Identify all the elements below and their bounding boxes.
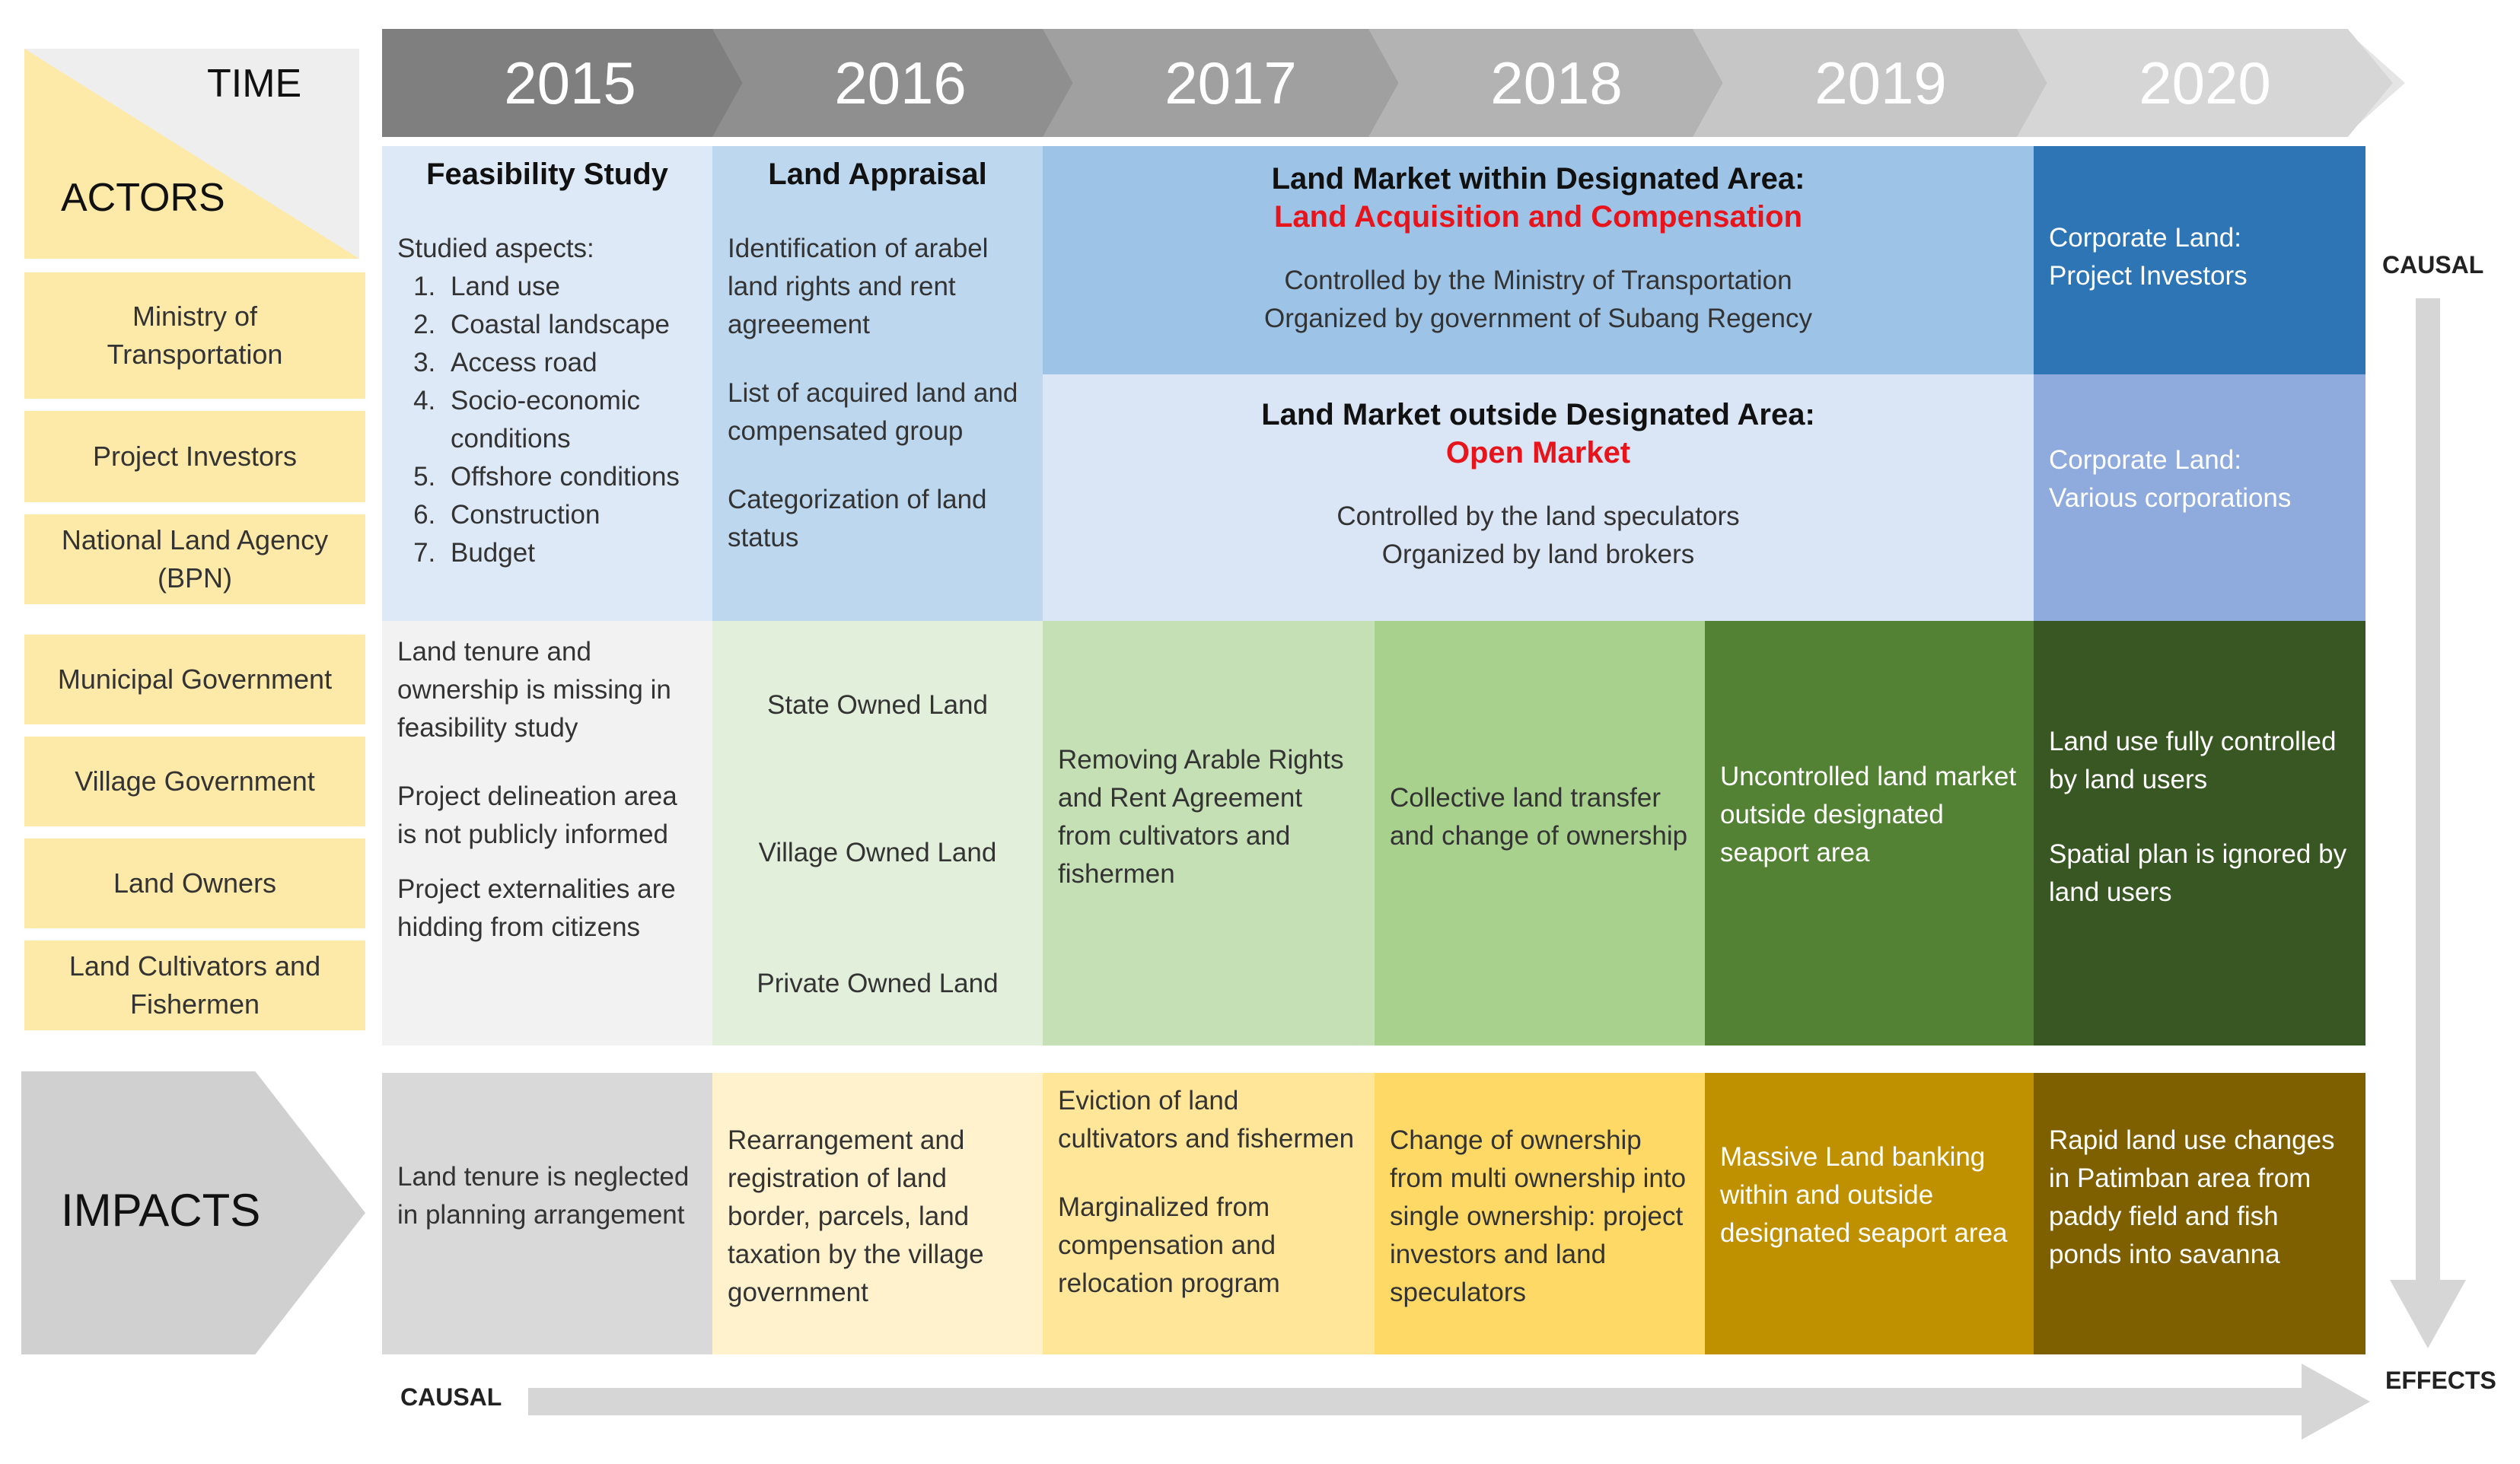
actor-ministry-of-transportation: Ministry of Transportation (24, 272, 365, 399)
feasibility-item: Socio-economic conditions (443, 382, 697, 458)
market-outside-cell: Land Market outside Designated Area: Ope… (1043, 374, 2034, 621)
feasibility-title: Feasibility Study (426, 158, 668, 191)
year-2016: 2016 (712, 29, 1088, 137)
impact-2016-cell: Rearrangement and registration of land b… (712, 1073, 1043, 1354)
actors-label: ACTORS (61, 176, 225, 220)
village-owned-land: Village Owned Land (758, 838, 997, 867)
local-2017-cell: Removing Arable Rights and Rent Agreemen… (1043, 621, 1375, 1045)
year-2015: 2015 (382, 29, 758, 137)
local-2015-p3: Project externalities are hidding from c… (397, 874, 676, 942)
impact-2018-cell: Change of ownership from multi ownership… (1375, 1073, 1705, 1354)
feasibility-intro: Studied aspects: (397, 234, 594, 263)
local-2020-p2: Spatial plan is ignored by land users (2049, 839, 2347, 907)
causal-bottom-label: CAUSAL (400, 1383, 502, 1411)
appraisal-p3: Categorization of land status (728, 485, 987, 552)
time-actors-header: TIME ACTORS (24, 49, 359, 259)
impacts-label: IMPACTS (61, 1185, 261, 1236)
private-owned-land: Private Owned Land (757, 969, 999, 998)
causal-right-arrow (528, 1364, 2370, 1440)
state-owned-land: State Owned Land (767, 690, 988, 720)
actor-land-cultivators-and-fishermen: Land Cultivators and Fishermen (24, 940, 365, 1030)
market-outside-line2: Organized by land brokers (1381, 539, 1695, 569)
time-actors-triangle (24, 49, 359, 259)
local-2020-p1: Land use fully controlled by land users (2049, 727, 2337, 794)
impact-2017-cell: Eviction of land cultivators and fisherm… (1043, 1073, 1375, 1354)
market-inside-title: Land Market within Designated Area: (1271, 162, 1805, 196)
corporate-land-various-cell: Corporate Land: Various corporations (2034, 374, 2365, 621)
feasibility-item: Access road (443, 344, 697, 382)
feasibility-item: Land use (443, 268, 697, 306)
time-label: TIME (207, 62, 302, 106)
actor-municipal-government: Municipal Government (24, 635, 365, 724)
market-inside-subtitle: Land Acquisition and Compensation (1273, 200, 1803, 234)
local-2020-cell: Land use fully controlled by land users … (2034, 621, 2365, 1045)
causal-down-arrow (2390, 298, 2466, 1348)
actor-land-owners: Land Owners (24, 839, 365, 928)
appraisal-p1: Identification of arabel land rights and… (728, 234, 989, 339)
year-2020: 2020 (2017, 29, 2393, 137)
local-2018-cell: Collective land transfer and change of o… (1375, 621, 1705, 1045)
actor-project-investors: Project Investors (24, 411, 365, 502)
local-2019-cell: Uncontrolled land market outside designa… (1705, 621, 2034, 1045)
actor-village-government: Village Government (24, 737, 365, 826)
feasibility-list: Land use Coastal landscape Access road S… (397, 268, 697, 572)
market-inside-line2: Organized by government of Subang Regenc… (1264, 304, 1812, 333)
market-outside-subtitle: Open Market (1445, 436, 1631, 469)
market-outside-line1: Controlled by the land speculators (1336, 501, 1740, 531)
impact-2017-p1: Eviction of land cultivators and fisherm… (1058, 1086, 1355, 1154)
causal-right-label: CAUSAL (2382, 251, 2484, 278)
impact-2017-p2: Marginalized from compensation and reloc… (1058, 1192, 1280, 1298)
year-2018: 2018 (1368, 29, 1744, 137)
feasibility-item: Construction (443, 496, 697, 534)
impact-2019-cell: Massive Land banking within and outside … (1705, 1073, 2034, 1354)
year-2019: 2019 (1693, 29, 2069, 137)
year-2017: 2017 (1043, 29, 1419, 137)
local-2015-p2: Project delineation area is not publicly… (397, 781, 677, 849)
land-appraisal-cell: Land Appraisal Identification of arabel … (712, 146, 1043, 621)
corporate-land-investors-cell: Corporate Land: Project Investors (2034, 146, 2365, 374)
feasibility-study-cell: Feasibility Study Studied aspects: Land … (382, 146, 712, 621)
local-2015-p1: Land tenure and ownership is missing in … (397, 637, 671, 743)
feasibility-item: Offshore conditions (443, 458, 697, 496)
local-2016-cell: State Owned Land Village Owned Land Priv… (712, 621, 1043, 1045)
market-outside-title: Land Market outside Designated Area: (1261, 398, 1815, 431)
impact-2020-cell: Rapid land use changes in Patimban area … (2034, 1073, 2365, 1354)
feasibility-item: Coastal landscape (443, 306, 697, 344)
appraisal-title: Land Appraisal (768, 158, 987, 191)
feasibility-item: Budget (443, 534, 697, 572)
actor-national-land-agency: National Land Agency (BPN) (24, 514, 365, 604)
effects-label: EFFECTS (2385, 1367, 2496, 1394)
market-inside-line1: Controlled by the Ministry of Transporta… (1284, 266, 1792, 295)
appraisal-p2: List of acquired land and compensated gr… (728, 378, 1018, 446)
impact-2015-cell: Land tenure is neglected in planning arr… (382, 1073, 712, 1354)
market-inside-cell: Land Market within Designated Area: Land… (1043, 146, 2034, 374)
local-2015-cell: Land tenure and ownership is missing in … (382, 621, 712, 1045)
